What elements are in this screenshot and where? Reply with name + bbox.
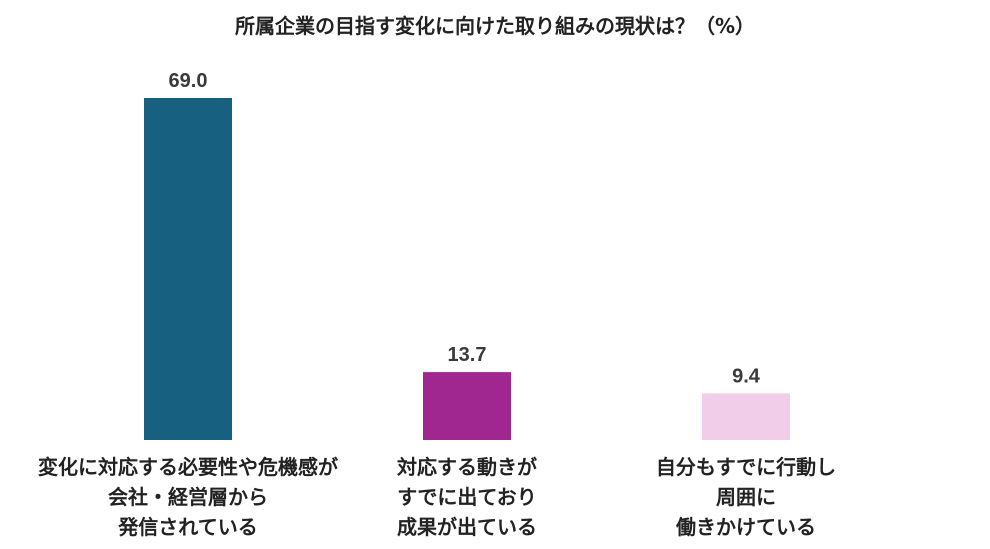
bars-layer xyxy=(144,98,790,440)
value-label-1: 69.0 xyxy=(169,70,208,92)
category-label-1-line-2: 会社・経営層から xyxy=(108,485,268,509)
bar-3 xyxy=(702,393,790,440)
category-label-3-line-2: 周囲に xyxy=(716,485,776,509)
category-label-2-line-1: 対応する動きが xyxy=(397,455,537,479)
category-label-2: 対応する動きが すでに出ており 成果が出ている xyxy=(317,452,617,542)
category-label-3-line-3: 働きかけている xyxy=(676,515,816,539)
category-label-1-line-1: 変化に対応する必要性や危機感が xyxy=(38,455,338,479)
bar-1 xyxy=(144,98,232,440)
category-label-2-line-3: 成果が出ている xyxy=(397,515,537,539)
category-label-1: 変化に対応する必要性や危機感が 会社・経営層から 発信されている xyxy=(38,452,338,542)
category-label-3-line-1: 自分もすでに行動し xyxy=(655,455,837,479)
category-label-3: 自分もすでに行動し 周囲に働きかけている xyxy=(596,452,896,542)
bar-2 xyxy=(423,372,511,440)
value-labels-layer: 69.0 13.7 9.4 xyxy=(169,70,761,387)
value-label-2: 13.7 xyxy=(448,344,487,366)
value-label-3: 9.4 xyxy=(732,365,761,387)
chart-title: 所属企業の目指す変化に向けた取り組みの現状は？（%） xyxy=(234,14,756,38)
category-label-2-line-2: すでに出ており xyxy=(397,485,537,509)
category-label-1-line-3: 発信されている xyxy=(118,515,258,539)
